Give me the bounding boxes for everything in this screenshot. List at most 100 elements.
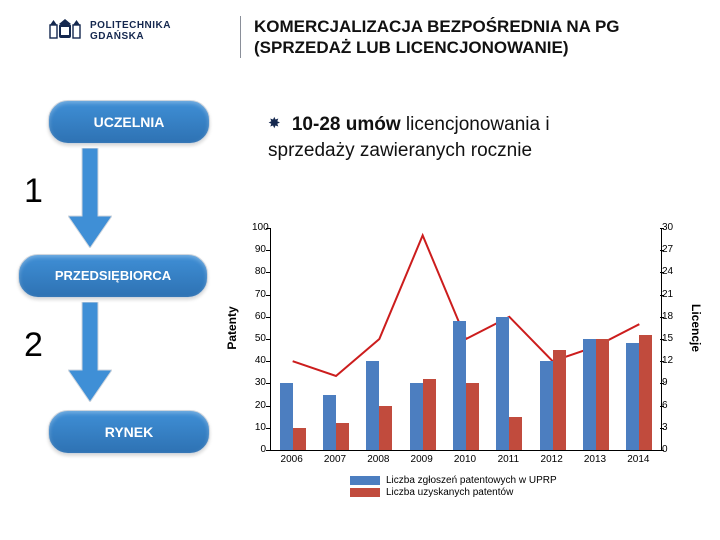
x-tick: 2012 [533,454,571,465]
y-tick-right: 15 [662,333,676,344]
title-line1: KOMERCJALIZACJA BEZPOŚREDNIA NA PG [254,16,694,37]
tick-mark [266,361,270,362]
tick-mark [660,295,664,296]
flow-node-label: UCZELNIA [94,115,165,130]
bar-series-a [410,383,423,450]
y-tick-right: 9 [662,377,676,388]
y-axis-label-left: Patenty [225,306,239,349]
bar-series-b [379,406,392,450]
legend-swatch-series-b [350,488,380,497]
x-tick: 2006 [273,454,311,465]
tick-mark [660,383,664,384]
y-tick-left: 0 [252,444,266,455]
x-tick: 2010 [446,454,484,465]
flow-node-uczelnia: UCZELNIA [48,100,210,144]
chart-plot-area [270,228,662,451]
chart-legend: Liczba zgłoszeń patentowych w UPRP Liczb… [350,474,557,499]
bar-series-b [423,379,436,450]
bar-series-a [323,395,336,451]
tick-mark [266,383,270,384]
y-tick-right: 3 [662,422,676,433]
y-tick-left: 60 [252,311,266,322]
flow-node-label: PRZEDSIĘBIORCA [55,269,171,283]
star-icon: ✸ [268,114,281,134]
header: POLITECHNIKA GDAŃSKA KOMERCJALIZACJA BEZ… [0,18,720,68]
bullet-rest1: licencjonowania i [401,114,550,135]
tick-mark [266,250,270,251]
tick-mark [266,317,270,318]
bar-series-a [626,343,639,450]
tick-mark [660,317,664,318]
tick-mark [266,428,270,429]
bar-series-b [336,423,349,450]
tick-mark [266,450,270,451]
x-tick: 2011 [489,454,527,465]
flow-node-rynek: RYNEK [48,410,210,454]
y-tick-right: 21 [662,289,676,300]
y-tick-right: 0 [662,444,676,455]
y-tick-right: 24 [662,266,676,277]
tick-mark [660,361,664,362]
y-tick-left: 80 [252,266,266,277]
arrow-down-icon [68,148,112,248]
tick-mark [266,339,270,340]
bar-series-b [553,350,566,450]
logo-line2: GDAŃSKA [90,31,171,42]
flow-node-przedsiebiorca: PRZEDSIĘBIORCA [18,254,208,298]
bar-series-a [280,383,293,450]
tick-mark [660,228,664,229]
bar-series-b [639,335,652,450]
tick-mark [660,250,664,251]
logo-text: POLITECHNIKA GDAŃSKA [90,20,171,42]
logo-mark-icon [48,18,82,44]
y-tick-left: 30 [252,377,266,388]
page-title: KOMERCJALIZACJA BEZPOŚREDNIA NA PG (SPRZ… [254,16,694,59]
y-axis-label-right: Licencje [689,304,703,352]
bullet-text: ✸ 10-28 umów licencjonowania i sprzedaży… [268,112,688,163]
y-tick-left: 40 [252,355,266,366]
logo-line1: POLITECHNIKA [90,20,171,31]
y-tick-left: 10 [252,422,266,433]
tick-mark [660,339,664,340]
bar-series-b [293,428,306,450]
chart: Patenty Licencje Liczba zgłoszeń patento… [230,218,698,518]
flow-step-number-1: 1 [24,172,43,211]
arrow-down-icon [68,302,112,402]
legend-label: Liczba zgłoszeń patentowych w UPRP [386,475,557,486]
x-tick: 2007 [316,454,354,465]
flow-node-label: RYNEK [105,425,154,440]
y-tick-left: 100 [252,222,266,233]
tick-mark [660,450,664,451]
tick-mark [266,272,270,273]
y-tick-left: 90 [252,244,266,255]
bar-series-a [453,321,466,450]
tick-mark [660,272,664,273]
flow-step-number-2: 2 [24,326,43,365]
y-tick-left: 20 [252,400,266,411]
y-tick-left: 70 [252,289,266,300]
y-tick-right: 27 [662,244,676,255]
tick-mark [660,406,664,407]
bar-series-b [466,383,479,450]
bar-series-a [496,317,509,450]
y-tick-left: 50 [252,333,266,344]
x-tick: 2013 [576,454,614,465]
legend-swatch-series-a [350,476,380,485]
bar-series-a [540,361,553,450]
legend-row: Liczba zgłoszeń patentowych w UPRP [350,475,557,486]
tick-mark [266,406,270,407]
y-tick-right: 6 [662,400,676,411]
bar-series-a [366,361,379,450]
y-tick-right: 30 [662,222,676,233]
bullet-bold: 10-28 umów [292,114,401,135]
x-tick: 2014 [619,454,657,465]
legend-label: Liczba uzyskanych patentów [386,487,513,498]
bar-series-b [596,339,609,450]
title-line2: (SPRZEDAŻ LUB LICENCJONOWANIE) [254,37,694,58]
x-tick: 2009 [403,454,441,465]
tick-mark [660,428,664,429]
x-tick: 2008 [359,454,397,465]
logo: POLITECHNIKA GDAŃSKA [48,18,171,44]
bullet-rest2: sprzedaży zawieranych rocznie [268,140,532,161]
legend-row: Liczba uzyskanych patentów [350,487,557,498]
